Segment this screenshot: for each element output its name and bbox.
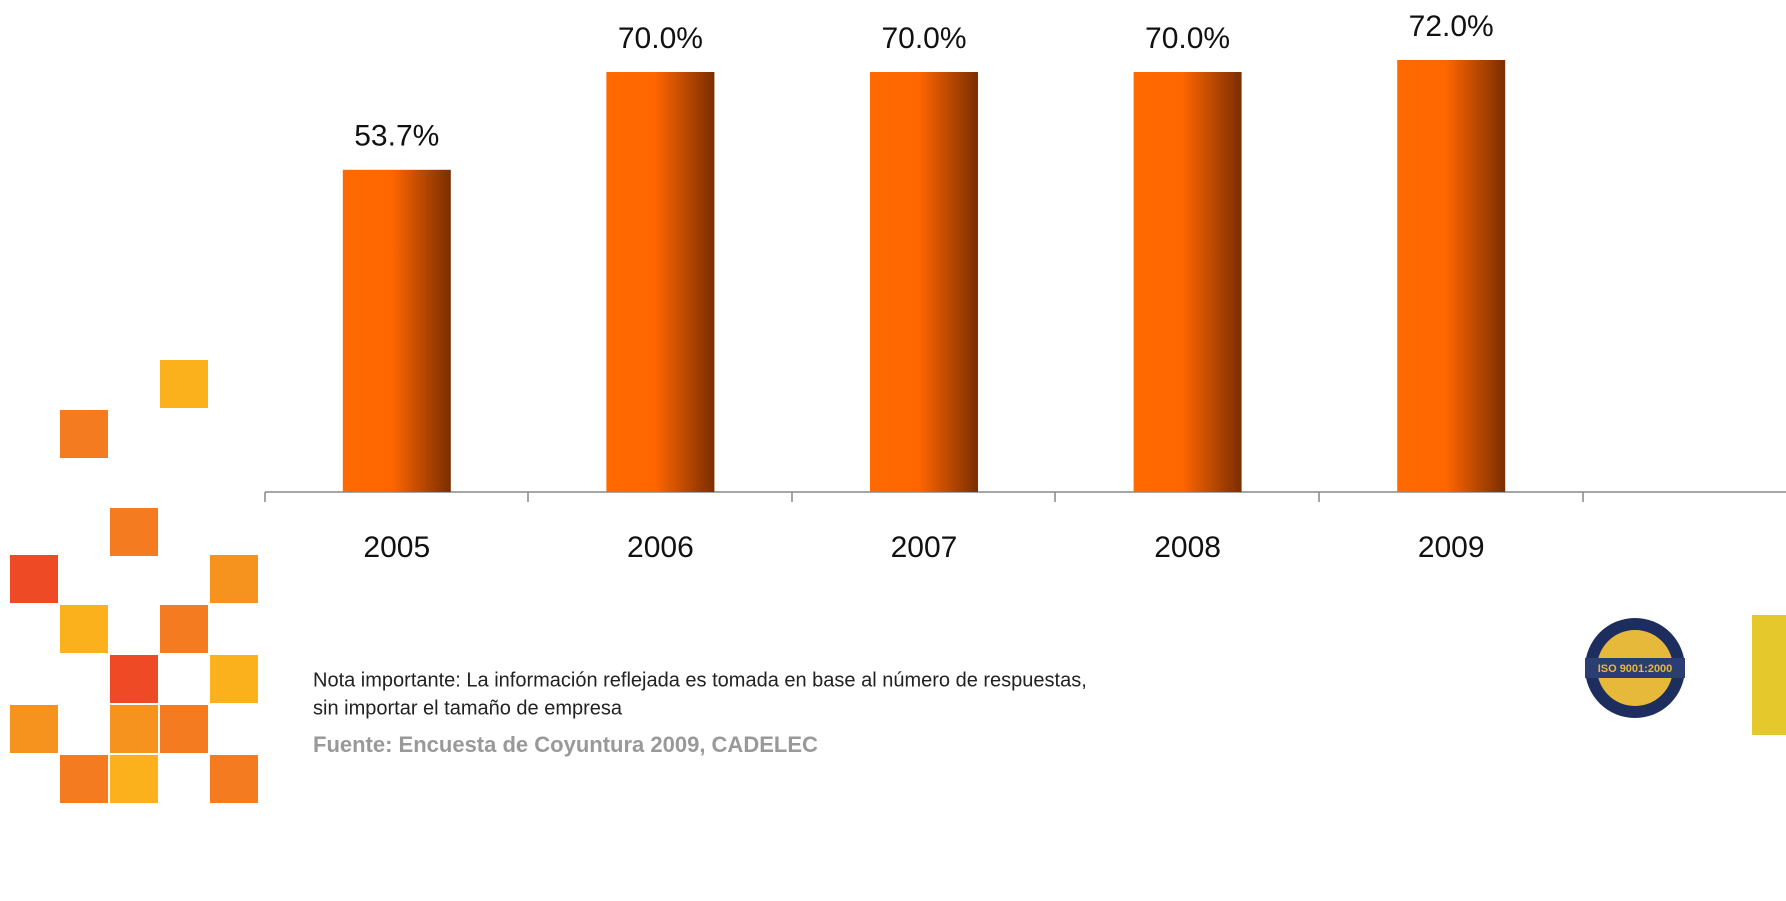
x-tick-label: 2007 <box>891 531 958 564</box>
value-label: 53.7% <box>354 120 439 153</box>
value-label: 72.0% <box>1409 10 1494 43</box>
value-label: 70.0% <box>1145 22 1230 55</box>
axis <box>264 491 1786 502</box>
decor-squares <box>10 360 258 803</box>
bar <box>606 72 715 492</box>
x-tick-label: 2005 <box>363 531 430 564</box>
value-label: 70.0% <box>618 22 703 55</box>
badge-text: ISO 9001:2000 <box>1598 663 1673 675</box>
note-line: sin importar el tamaño de empresa <box>313 697 623 719</box>
value-label: 70.0% <box>881 22 966 55</box>
x-tick-label: 2006 <box>627 531 694 564</box>
source: Fuente: Encuesta de Coyuntura 2009, CADE… <box>313 732 818 757</box>
bar <box>342 169 451 493</box>
bar <box>1397 60 1506 492</box>
logo <box>1752 615 1786 735</box>
note-line: Nota importante: La información reflejad… <box>313 669 1087 691</box>
bar <box>1133 72 1242 492</box>
bar <box>870 72 978 492</box>
x-tick-label: 2008 <box>1154 531 1221 564</box>
iso-badge: ISO 9001:2000 <box>1585 618 1685 718</box>
x-tick-label: 2009 <box>1418 531 1485 564</box>
